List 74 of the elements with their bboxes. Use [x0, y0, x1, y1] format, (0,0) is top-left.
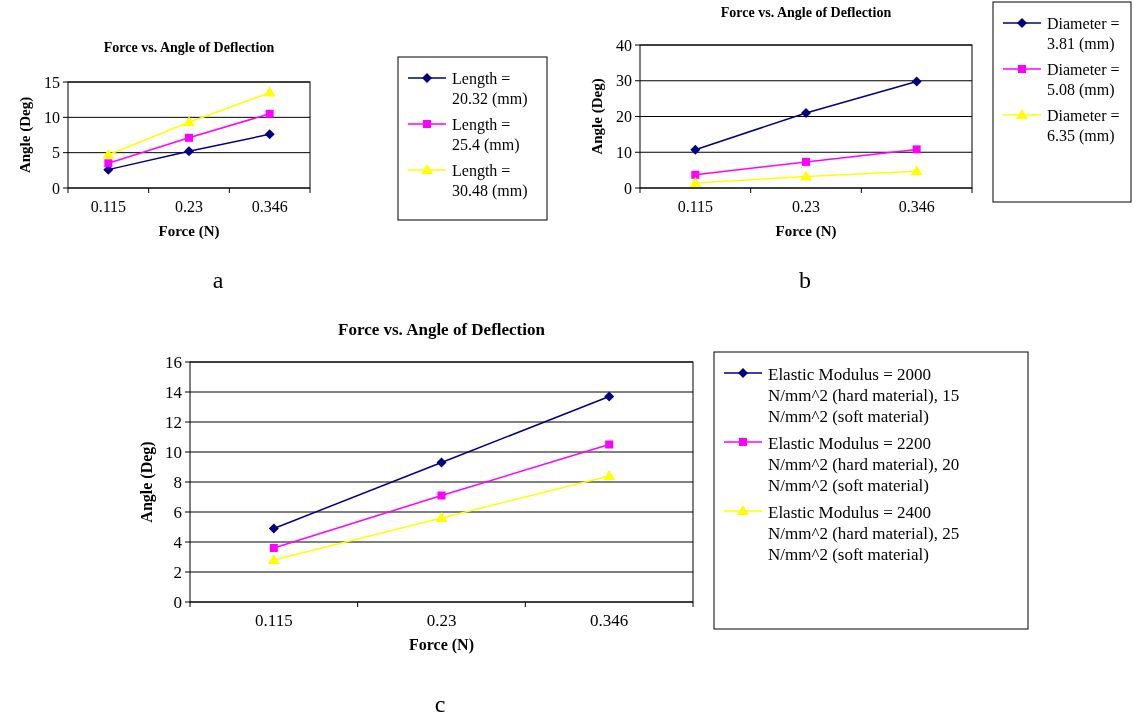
- x-tick-label: 0.115: [255, 611, 293, 630]
- text: b: [799, 267, 811, 293]
- point: [435, 512, 448, 522]
- point: [603, 470, 616, 480]
- x-tick-label: 0.346: [898, 198, 935, 215]
- point: [263, 86, 276, 97]
- point: [911, 76, 922, 87]
- point: [265, 109, 274, 118]
- y-axis-title: Angle (Deg): [138, 441, 156, 523]
- point: [264, 129, 275, 140]
- y-tick-label: 8: [173, 472, 182, 492]
- legend-label: Elastic Modulus = 2000 N/mm^2 (hard material), 15 N/mm^2 (soft material): [768, 364, 960, 426]
- x-tick-label: 0.23: [792, 198, 820, 215]
- x-tick-label: 0.23: [426, 611, 457, 630]
- y-tick-label: 10: [165, 442, 182, 462]
- point: [267, 554, 280, 564]
- y-tick-label: 0: [173, 592, 182, 612]
- y-tick-label: 30: [616, 72, 632, 90]
- y-tick-label: 20: [616, 108, 632, 126]
- legend-label: Diameter = 5.08 (mm): [1047, 61, 1120, 100]
- legend-label: Length = 20.32 (mm): [452, 70, 528, 109]
- y-tick-label: 5: [52, 144, 60, 162]
- y-axis-title: Angle (Deg): [17, 96, 34, 174]
- legend-label: Length = 30.48 (mm): [452, 162, 528, 201]
- point: [436, 457, 447, 468]
- point: [184, 146, 194, 157]
- x-tick-label: 0.23: [175, 198, 203, 215]
- y-tick-label: 40: [616, 36, 632, 54]
- text: c: [434, 691, 446, 717]
- y-tick-label: 2: [173, 562, 182, 582]
- y-tick-label: 0: [624, 179, 632, 197]
- point: [802, 157, 810, 166]
- point: [605, 440, 614, 449]
- point: [800, 170, 812, 181]
- y-tick-label: 0: [52, 179, 60, 197]
- point: [691, 170, 700, 179]
- legend-label: Elastic Modulus = 2200 N/mm^2 (hard material), 20 N/mm^2 (soft material): [768, 433, 960, 495]
- point: [185, 133, 193, 142]
- chart-title: Force vs. Angle of Deflection: [338, 320, 546, 339]
- point: [689, 176, 702, 187]
- point: [102, 148, 115, 159]
- point: [437, 491, 446, 500]
- point: [690, 144, 701, 155]
- x-tick-label: 0.346: [590, 611, 629, 630]
- x-axis-title: Force (N): [158, 223, 220, 240]
- x-axis-title: Force (N): [409, 636, 474, 654]
- y-tick-label: 14: [165, 382, 183, 402]
- x-tick-label: 0.115: [677, 198, 714, 215]
- point: [801, 107, 811, 118]
- x-axis-title: Force (N): [775, 223, 837, 240]
- point: [104, 159, 113, 168]
- legend-label: Diameter = 3.81 (mm): [1047, 15, 1120, 54]
- text: a: [212, 267, 224, 293]
- point: [183, 116, 195, 127]
- chart-title: Force vs. Angle of Deflection: [103, 40, 275, 55]
- legend-label: Diameter = 6.35 (mm): [1047, 107, 1120, 146]
- point: [604, 391, 615, 402]
- x-tick-label: 0.346: [251, 198, 288, 215]
- y-tick-label: 12: [165, 412, 182, 432]
- legend-label: Elastic Modulus = 2400 N/mm^2 (hard material), 25 N/mm^2 (soft material): [768, 502, 960, 564]
- point: [912, 145, 921, 154]
- legend-label: Length = 25.4 (mm): [452, 116, 520, 155]
- y-tick-label: 16: [165, 352, 182, 372]
- y-tick-label: 10: [44, 108, 60, 126]
- point: [269, 544, 278, 552]
- y-tick-label: 4: [173, 532, 183, 552]
- chart-title: Force vs. Angle of Deflection: [720, 5, 892, 20]
- x-tick-label: 0.115: [90, 198, 127, 215]
- point: [268, 523, 279, 534]
- point: [910, 165, 923, 176]
- y-tick-label: 15: [44, 73, 60, 91]
- y-tick-label: 10: [616, 143, 632, 161]
- y-axis-title: Angle (Deg): [589, 78, 606, 155]
- y-tick-label: 6: [173, 502, 182, 522]
